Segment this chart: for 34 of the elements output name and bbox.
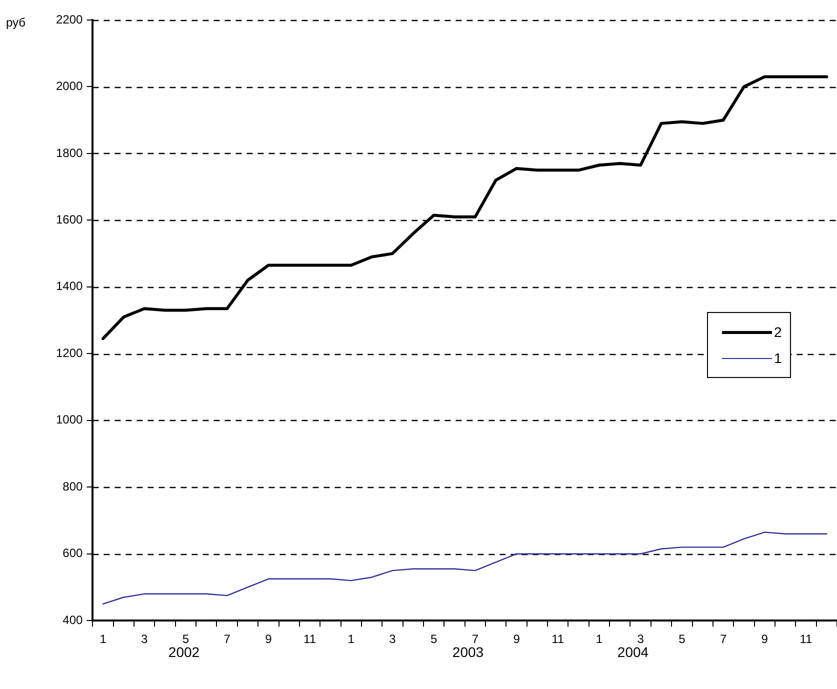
x-tick-label: 9: [265, 632, 272, 646]
y-tick-label: 2000: [56, 79, 84, 94]
text: 2002: [168, 644, 200, 660]
x-tick-label: 7: [720, 632, 727, 646]
x-tick-label: 9: [761, 632, 768, 646]
x-tick-label: 1: [348, 632, 355, 646]
y-tick-label: 1000: [56, 412, 84, 427]
x-tick-label: 1: [100, 632, 107, 646]
y-tick-label: 400: [62, 612, 84, 627]
x-tick-label: 5: [182, 632, 190, 646]
x-tick-label: 3: [141, 632, 148, 646]
text: 2004: [617, 644, 649, 660]
y-tick-label: 1800: [56, 146, 84, 160]
x-tick-label: 5: [678, 632, 686, 646]
x-tick-label: 9: [513, 632, 520, 646]
x-tick-label: 11: [304, 632, 316, 646]
legend-label: 2: [774, 324, 782, 340]
y-tick-label: 2200: [56, 12, 84, 26]
y-tick-label: 1200: [56, 346, 84, 360]
y-tick-label: 600: [62, 546, 84, 560]
x-tick-label: 3: [389, 632, 396, 646]
x-tick-label: 7: [224, 632, 231, 646]
x-tick-label: 5: [430, 632, 438, 646]
x-tick-label: 7: [472, 632, 479, 646]
y-tick-label: 1600: [56, 212, 84, 227]
x-tick-label: 1: [596, 632, 603, 646]
x-tick-label: 11: [800, 632, 813, 646]
y-tick-label: 800: [62, 479, 84, 494]
y-axis-title: руб: [6, 15, 26, 30]
y-tick-label: 1400: [56, 279, 84, 294]
legend-label: 1: [774, 350, 782, 366]
text: 2003: [452, 644, 484, 660]
x-tick-label: 11: [552, 632, 564, 646]
x-tick-label: 3: [637, 632, 644, 646]
